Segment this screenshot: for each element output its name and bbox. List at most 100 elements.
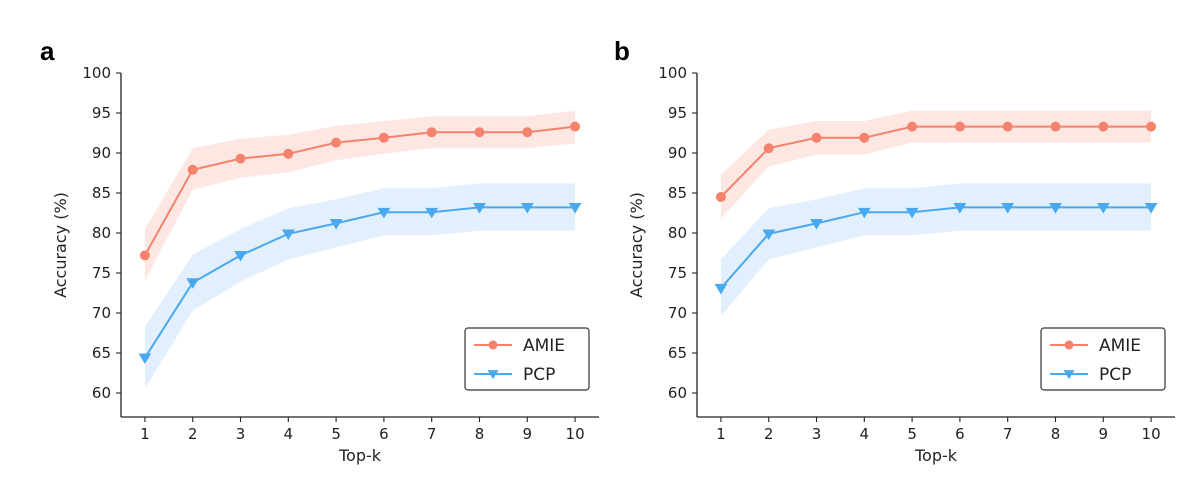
x-tick-label: 10 xyxy=(566,425,585,443)
legend-marker-amie xyxy=(1064,340,1074,350)
y-tick-label: 65 xyxy=(668,344,687,362)
data-point-amie xyxy=(1146,121,1157,132)
data-point-pcp xyxy=(377,207,391,219)
x-tick-label: 8 xyxy=(475,425,485,443)
legend: AMIE PCP xyxy=(464,327,590,391)
x-tick-label: 4 xyxy=(284,425,294,443)
y-tick-label: 75 xyxy=(92,264,111,282)
data-point-pcp xyxy=(714,283,728,295)
data-point-pcp xyxy=(953,203,967,214)
data-point-pcp xyxy=(425,207,439,219)
data-point-pcp xyxy=(473,203,486,214)
x-axis-label: Top-k xyxy=(914,446,958,465)
y-tick-label: 70 xyxy=(92,304,111,322)
data-point-amie xyxy=(522,127,533,138)
y-tick-label: 90 xyxy=(668,144,687,162)
data-point-pcp xyxy=(905,207,919,219)
x-tick-label: 10 xyxy=(1142,425,1161,443)
legend-label-pcp: PCP xyxy=(523,365,555,385)
legend-marker-amie xyxy=(488,340,498,350)
data-point-pcp xyxy=(568,203,582,214)
data-point-pcp xyxy=(1049,203,1062,214)
data-point-pcp xyxy=(762,229,776,240)
y-tick-label: 100 xyxy=(82,64,111,82)
x-tick-label: 6 xyxy=(955,425,965,443)
confidence-band-amie xyxy=(144,110,576,281)
legend-marker-pcp xyxy=(1063,370,1075,380)
data-point-amie xyxy=(859,132,870,143)
data-point-amie xyxy=(907,121,918,132)
data-point-pcp xyxy=(281,229,295,240)
data-point-pcp xyxy=(1144,203,1158,214)
data-point-amie xyxy=(187,164,198,175)
x-tick-label: 5 xyxy=(907,425,917,443)
x-tick-label: 2 xyxy=(188,425,198,443)
y-tick-label: 60 xyxy=(668,384,687,402)
confidence-band-pcp xyxy=(720,183,1152,317)
legend-label-amie: AMIE xyxy=(1099,336,1141,356)
data-point-pcp xyxy=(329,219,343,230)
x-tick-label: 9 xyxy=(523,425,533,443)
data-point-pcp xyxy=(1096,203,1110,214)
y-tick-label: 90 xyxy=(92,144,111,162)
x-tick-label: 9 xyxy=(1099,425,1109,443)
panel-label: a xyxy=(40,36,55,66)
data-point-amie xyxy=(426,127,437,138)
y-tick-label: 80 xyxy=(668,224,687,242)
series-line-pcp xyxy=(720,206,1152,289)
chart-panel-a: a 1 2 3 4 5 6 7 8 9 10 60 65 70 75 80 85 90 95 100 Top-k Accu… xyxy=(40,36,599,465)
y-tick-label: 85 xyxy=(668,184,687,202)
data-point-amie xyxy=(235,153,246,164)
x-tick-label: 2 xyxy=(764,425,774,443)
series-line-amie xyxy=(144,125,576,256)
confidence-band-pcp xyxy=(144,183,576,389)
x-tick-label: 3 xyxy=(236,425,246,443)
x-tick-label: 8 xyxy=(1051,425,1061,443)
data-point-amie xyxy=(378,132,389,143)
data-point-amie xyxy=(139,250,150,261)
data-point-pcp xyxy=(1001,203,1015,214)
x-tick-label: 7 xyxy=(1003,425,1013,443)
data-point-pcp xyxy=(520,203,534,214)
legend-label-amie: AMIE xyxy=(523,336,565,356)
legend: AMIE PCP xyxy=(1040,327,1166,391)
y-axis-label: Accuracy (%) xyxy=(51,192,70,298)
data-point-amie xyxy=(1002,121,1013,132)
y-tick-label: 80 xyxy=(92,224,111,242)
x-tick-label: 4 xyxy=(860,425,870,443)
y-tick-label: 100 xyxy=(658,64,687,82)
x-tick-label: 6 xyxy=(379,425,389,443)
data-point-amie xyxy=(1098,121,1109,132)
x-tick-label: 7 xyxy=(427,425,437,443)
data-point-pcp xyxy=(138,353,152,364)
y-tick-label: 85 xyxy=(92,184,111,202)
data-point-amie xyxy=(331,137,342,148)
x-tick-label: 1 xyxy=(716,425,726,443)
data-point-pcp xyxy=(234,251,247,262)
data-point-amie xyxy=(283,148,294,159)
data-point-amie xyxy=(1050,121,1061,132)
y-tick-label: 95 xyxy=(668,104,687,122)
legend-label-pcp: PCP xyxy=(1099,365,1131,385)
data-point-pcp xyxy=(186,278,200,289)
data-point-pcp xyxy=(857,207,871,219)
legend-marker-pcp xyxy=(487,370,499,380)
chart-panel-b: b 1 2 3 4 5 6 7 8 9 10 60 65 70 75 80 85 90 95 100 Top-k Accu… xyxy=(614,36,1175,465)
x-axis-label: Top-k xyxy=(338,446,382,465)
y-tick-label: 75 xyxy=(668,264,687,282)
panel-label: b xyxy=(614,36,630,66)
series-line-amie xyxy=(720,125,1152,198)
x-tick-label: 5 xyxy=(331,425,341,443)
data-point-amie xyxy=(954,121,965,132)
y-axis-label: Accuracy (%) xyxy=(627,192,646,298)
data-point-amie xyxy=(715,192,726,202)
y-tick-label: 70 xyxy=(668,304,687,322)
series-line-pcp xyxy=(144,206,576,359)
y-tick-label: 60 xyxy=(92,384,111,402)
x-tick-label: 1 xyxy=(140,425,150,443)
data-point-amie xyxy=(811,132,822,143)
data-point-amie xyxy=(474,127,485,138)
y-tick-label: 65 xyxy=(92,344,111,362)
y-tick-label: 95 xyxy=(92,104,111,122)
